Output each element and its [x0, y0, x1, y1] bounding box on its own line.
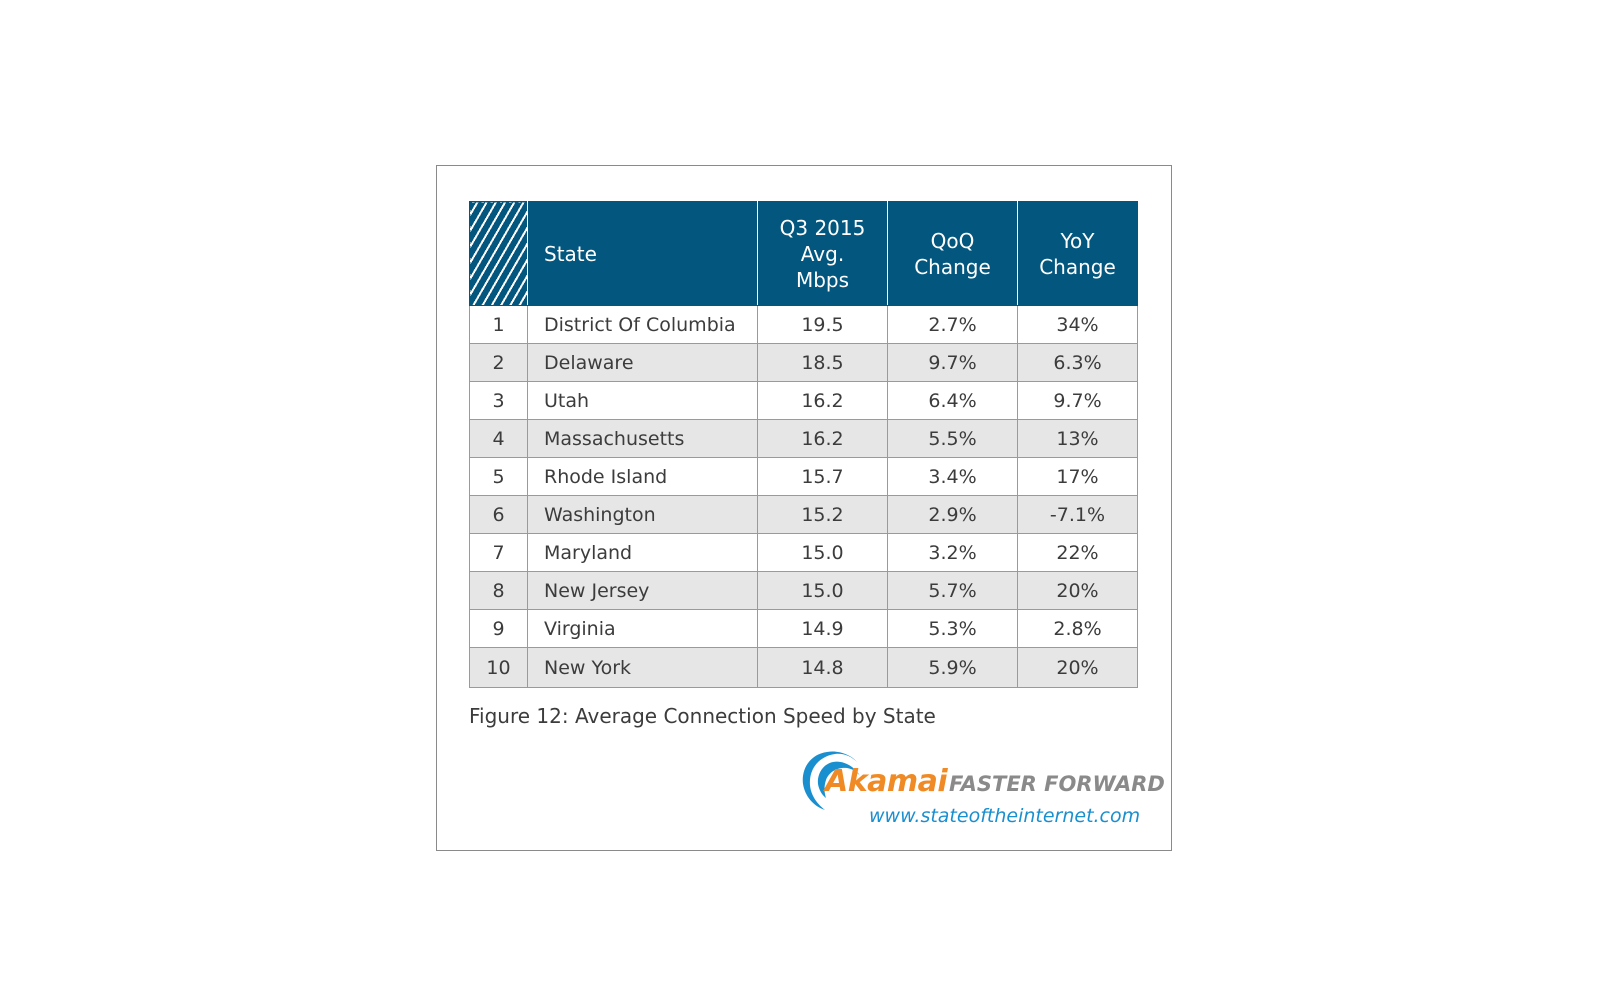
table-row: 4 Massachusetts 16.2 5.5% 13%	[469, 419, 1138, 458]
akamai-wave-icon	[802, 751, 860, 810]
rank-cell: 9	[469, 609, 528, 648]
yoy-cell: -7.1%	[1017, 495, 1138, 534]
yoy-cell: 2.8%	[1017, 609, 1138, 648]
avg-mbps-cell: 14.9	[757, 609, 888, 648]
state-cell: Massachusetts	[527, 419, 758, 458]
rank-cell: 3	[469, 381, 528, 420]
state-cell: Delaware	[527, 343, 758, 382]
rank-cell: 6	[469, 495, 528, 534]
state-cell: District Of Columbia	[527, 305, 758, 344]
state-header: State	[527, 201, 758, 306]
state-cell: Virginia	[527, 609, 758, 648]
table-row: 7 Maryland 15.0 3.2% 22%	[469, 533, 1138, 572]
state-cell: Utah	[527, 381, 758, 420]
rank-cell: 7	[469, 533, 528, 572]
qoq-cell: 2.7%	[887, 305, 1018, 344]
qoq-header: QoQ Change	[887, 201, 1018, 306]
qoq-cell: 9.7%	[887, 343, 1018, 382]
yoy-cell: 34%	[1017, 305, 1138, 344]
state-cell: Maryland	[527, 533, 758, 572]
avg-header-line2: Avg.	[800, 241, 845, 266]
yoy-header: YoY Change	[1017, 201, 1138, 306]
table-header-row: State Q3 2015 Avg. Mbps QoQ Change YoY C…	[469, 201, 1138, 306]
avg-mbps-cell: 18.5	[757, 343, 888, 382]
qoq-cell: 5.3%	[887, 609, 1018, 648]
table-row: 9 Virginia 14.9 5.3% 2.8%	[469, 609, 1138, 648]
rank-cell: 8	[469, 571, 528, 610]
table-row: 2 Delaware 18.5 9.7% 6.3%	[469, 343, 1138, 382]
qoq-cell: 2.9%	[887, 495, 1018, 534]
avg-mbps-header: Q3 2015 Avg. Mbps	[757, 201, 888, 306]
website-link[interactable]: www.stateoftheinternet.com	[869, 805, 1141, 827]
yoy-header-line1: YoY	[1060, 228, 1095, 253]
rank-cell: 2	[469, 343, 528, 382]
figure-frame: State Q3 2015 Avg. Mbps QoQ Change YoY C…	[436, 165, 1172, 851]
yoy-cell: 20%	[1017, 647, 1138, 688]
table-row: 8 New Jersey 15.0 5.7% 20%	[469, 571, 1138, 610]
akamai-brand-text: Akamai	[825, 764, 948, 799]
state-header-label: State	[544, 241, 597, 266]
tagline-text: FASTER FORWARD	[949, 772, 1165, 796]
yoy-cell: 17%	[1017, 457, 1138, 496]
qoq-cell: 6.4%	[887, 381, 1018, 420]
qoq-cell: 5.5%	[887, 419, 1018, 458]
rank-cell: 4	[469, 419, 528, 458]
avg-mbps-cell: 15.2	[757, 495, 888, 534]
yoy-cell: 20%	[1017, 571, 1138, 610]
figure-caption: Figure 12: Average Connection Speed by S…	[469, 704, 936, 728]
qoq-cell: 5.7%	[887, 571, 1018, 610]
state-cell: New York	[527, 647, 758, 688]
state-cell: Washington	[527, 495, 758, 534]
speed-table: State Q3 2015 Avg. Mbps QoQ Change YoY C…	[469, 201, 1138, 688]
table-row: 1 District Of Columbia 19.5 2.7% 34%	[469, 305, 1138, 344]
table-body: 1 District Of Columbia 19.5 2.7% 34% 2 D…	[469, 305, 1138, 688]
qoq-cell: 3.4%	[887, 457, 1018, 496]
yoy-cell: 6.3%	[1017, 343, 1138, 382]
rank-cell: 10	[469, 647, 528, 688]
state-cell: Rhode Island	[527, 457, 758, 496]
akamai-logo[interactable]: Akamai FASTER FORWARD www.stateoftheinte…	[797, 746, 1165, 836]
avg-mbps-cell: 16.2	[757, 381, 888, 420]
avg-header-line3: Mbps	[795, 267, 850, 292]
table-row: 6 Washington 15.2 2.9% -7.1%	[469, 495, 1138, 534]
avg-mbps-cell: 19.5	[757, 305, 888, 344]
qoq-header-line1: QoQ	[930, 228, 975, 253]
avg-header-line1: Q3 2015	[779, 215, 866, 240]
avg-mbps-cell: 15.0	[757, 571, 888, 610]
table-row: 10 New York 14.8 5.9% 20%	[469, 647, 1138, 688]
table-row: 5 Rhode Island 15.7 3.4% 17%	[469, 457, 1138, 496]
rank-cell: 1	[469, 305, 528, 344]
state-cell: New Jersey	[527, 571, 758, 610]
yoy-cell: 9.7%	[1017, 381, 1138, 420]
table-row: 3 Utah 16.2 6.4% 9.7%	[469, 381, 1138, 420]
rank-cell: 5	[469, 457, 528, 496]
avg-mbps-cell: 15.7	[757, 457, 888, 496]
yoy-header-line2: Change	[1039, 254, 1116, 279]
qoq-header-line2: Change	[914, 254, 991, 279]
yoy-cell: 13%	[1017, 419, 1138, 458]
qoq-cell: 3.2%	[887, 533, 1018, 572]
avg-mbps-cell: 16.2	[757, 419, 888, 458]
avg-mbps-cell: 14.8	[757, 647, 888, 688]
rank-header-hatch	[469, 201, 528, 306]
qoq-cell: 5.9%	[887, 647, 1018, 688]
avg-mbps-cell: 15.0	[757, 533, 888, 572]
yoy-cell: 22%	[1017, 533, 1138, 572]
